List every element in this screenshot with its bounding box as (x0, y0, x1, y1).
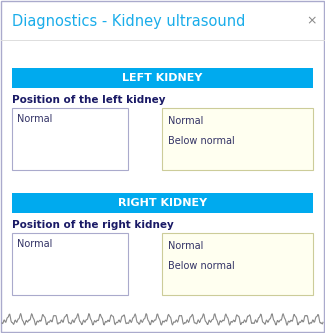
Text: Normal: Normal (17, 239, 52, 249)
FancyBboxPatch shape (12, 68, 313, 88)
Text: Diagnostics - Kidney ultrasound: Diagnostics - Kidney ultrasound (12, 14, 245, 29)
Text: Below normal: Below normal (168, 261, 235, 271)
FancyBboxPatch shape (12, 193, 313, 213)
Text: Position of the left kidney: Position of the left kidney (12, 95, 165, 105)
Text: Position of the right kidney: Position of the right kidney (12, 220, 174, 230)
Text: Normal: Normal (168, 241, 203, 251)
Text: ×: × (307, 14, 317, 27)
Text: Below normal: Below normal (168, 136, 235, 146)
FancyBboxPatch shape (12, 233, 128, 295)
Text: Normal: Normal (17, 114, 52, 124)
FancyBboxPatch shape (12, 108, 128, 170)
FancyBboxPatch shape (162, 233, 313, 295)
Text: LEFT KIDNEY: LEFT KIDNEY (122, 73, 203, 83)
Text: RIGHT KIDNEY: RIGHT KIDNEY (118, 198, 207, 208)
FancyBboxPatch shape (162, 108, 313, 170)
Text: Normal: Normal (168, 116, 203, 126)
